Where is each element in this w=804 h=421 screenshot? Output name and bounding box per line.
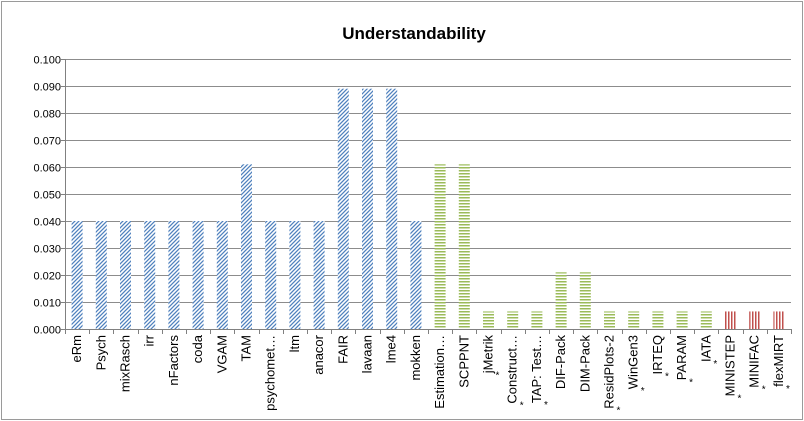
x-tick-label: mokken — [408, 335, 423, 381]
chart-title: Understandability — [342, 24, 486, 43]
bar-blue — [265, 221, 277, 329]
x-tick-label: VGAM — [214, 335, 229, 373]
y-tick-label: 0.030 — [33, 244, 61, 256]
x-tick-label: lavaan — [360, 335, 375, 373]
y-tick-label: 0.070 — [33, 136, 61, 148]
x-tick-label: eRm — [69, 335, 84, 362]
x-tick-label: TAP: Test… — [529, 335, 544, 403]
bar-red — [773, 311, 785, 329]
bars — [71, 88, 785, 329]
x-tick-label: flexMIRT — [771, 335, 786, 387]
bar-green — [555, 272, 567, 329]
asterisk-marker: * — [786, 384, 790, 395]
bar-blue — [144, 221, 156, 329]
bar-green — [434, 164, 446, 329]
bar-blue — [120, 221, 131, 329]
x-tick-label: ltm — [287, 335, 302, 352]
x-tick-label: SCPPNT — [456, 335, 471, 388]
x-tick-label: TAM — [239, 335, 254, 361]
x-tick-label: psychomet… — [263, 335, 278, 411]
bar-blue — [241, 164, 252, 329]
y-tick-label: 0.080 — [33, 109, 61, 121]
x-tick-label: FAIR — [335, 335, 350, 364]
bar-blue — [71, 221, 83, 329]
y-tick-label: 0.050 — [33, 190, 61, 202]
bar-green — [531, 311, 543, 329]
x-tick-label: lme4 — [384, 335, 399, 363]
bar-blue — [192, 221, 204, 329]
y-tick-label: 0.010 — [33, 298, 61, 310]
y-tick-label: 0.090 — [33, 82, 61, 94]
x-tick-label: DIF-Pack — [553, 335, 568, 390]
asterisk-marker: * — [665, 372, 669, 383]
y-tick-label: 0.100 — [33, 55, 61, 67]
bar-blue — [168, 221, 180, 329]
x-tick-label: ResidPlots-2 — [602, 335, 617, 409]
bar-green — [483, 311, 494, 329]
bar-green — [604, 311, 615, 329]
asterisk-marker: * — [713, 359, 717, 370]
x-tick-label: coda — [190, 334, 205, 363]
x-tick-label: MINISTEP — [723, 335, 738, 396]
asterisk-marker: * — [544, 400, 548, 411]
x-tick-label: irr — [142, 334, 157, 346]
asterisk-marker: * — [762, 385, 766, 396]
x-tick-label: IRTEQ — [650, 335, 665, 375]
x-tick-label: nFactors — [166, 335, 181, 386]
y-tick-label: 0.000 — [33, 325, 61, 337]
bar-blue — [313, 221, 325, 329]
x-tick-label: mixRasch — [118, 335, 133, 392]
bar-blue — [289, 221, 301, 329]
bar-blue — [95, 221, 107, 329]
asterisk-marker: * — [689, 377, 693, 388]
x-tick-label: WinGen3 — [626, 335, 641, 389]
asterisk-marker: * — [617, 406, 621, 417]
bar-red — [749, 311, 761, 329]
bar-red — [725, 311, 736, 329]
y-tick-label: 0.060 — [33, 163, 61, 175]
bar-green — [700, 311, 712, 329]
bar-green — [458, 164, 470, 329]
asterisk-marker: * — [496, 370, 500, 381]
gridlines — [65, 59, 791, 303]
x-tick-label: DIM-Pack — [577, 335, 592, 393]
x-axis-ticks: eRm Psych mixRasch irr nFactors coda VGAM TAM ps… — [69, 334, 790, 416]
bar-green — [676, 311, 688, 329]
y-tick-label: 0.040 — [33, 217, 61, 229]
y-axis-ticks: 0.000 0.010 0.020 0.030 0.040 0.050 0.060 0.070… — [33, 55, 61, 337]
bar-blue — [216, 221, 228, 329]
axes — [61, 59, 792, 334]
x-tick-label: IATA — [698, 335, 713, 362]
x-tick-label: Construct… — [505, 335, 520, 404]
x-tick-label: anacor — [311, 334, 326, 374]
x-tick-label: MINIFAC — [747, 335, 762, 388]
x-tick-label: jMetrik — [481, 335, 496, 375]
y-tick-label: 0.020 — [33, 271, 61, 283]
bar-green — [652, 311, 664, 329]
x-tick-label: Psych — [93, 335, 108, 370]
asterisk-marker: * — [520, 401, 524, 412]
asterisk-marker: * — [641, 386, 645, 397]
asterisk-marker: * — [738, 393, 742, 404]
bar-blue — [410, 221, 422, 329]
bar-blue — [362, 88, 373, 329]
bar-green — [579, 272, 591, 329]
bar-green — [628, 311, 640, 329]
x-tick-label: Estimation… — [432, 335, 447, 409]
x-tick-label: PARAM — [674, 335, 689, 380]
bar-green — [507, 311, 519, 329]
bar-blue — [386, 88, 398, 329]
bar-blue — [337, 88, 349, 329]
